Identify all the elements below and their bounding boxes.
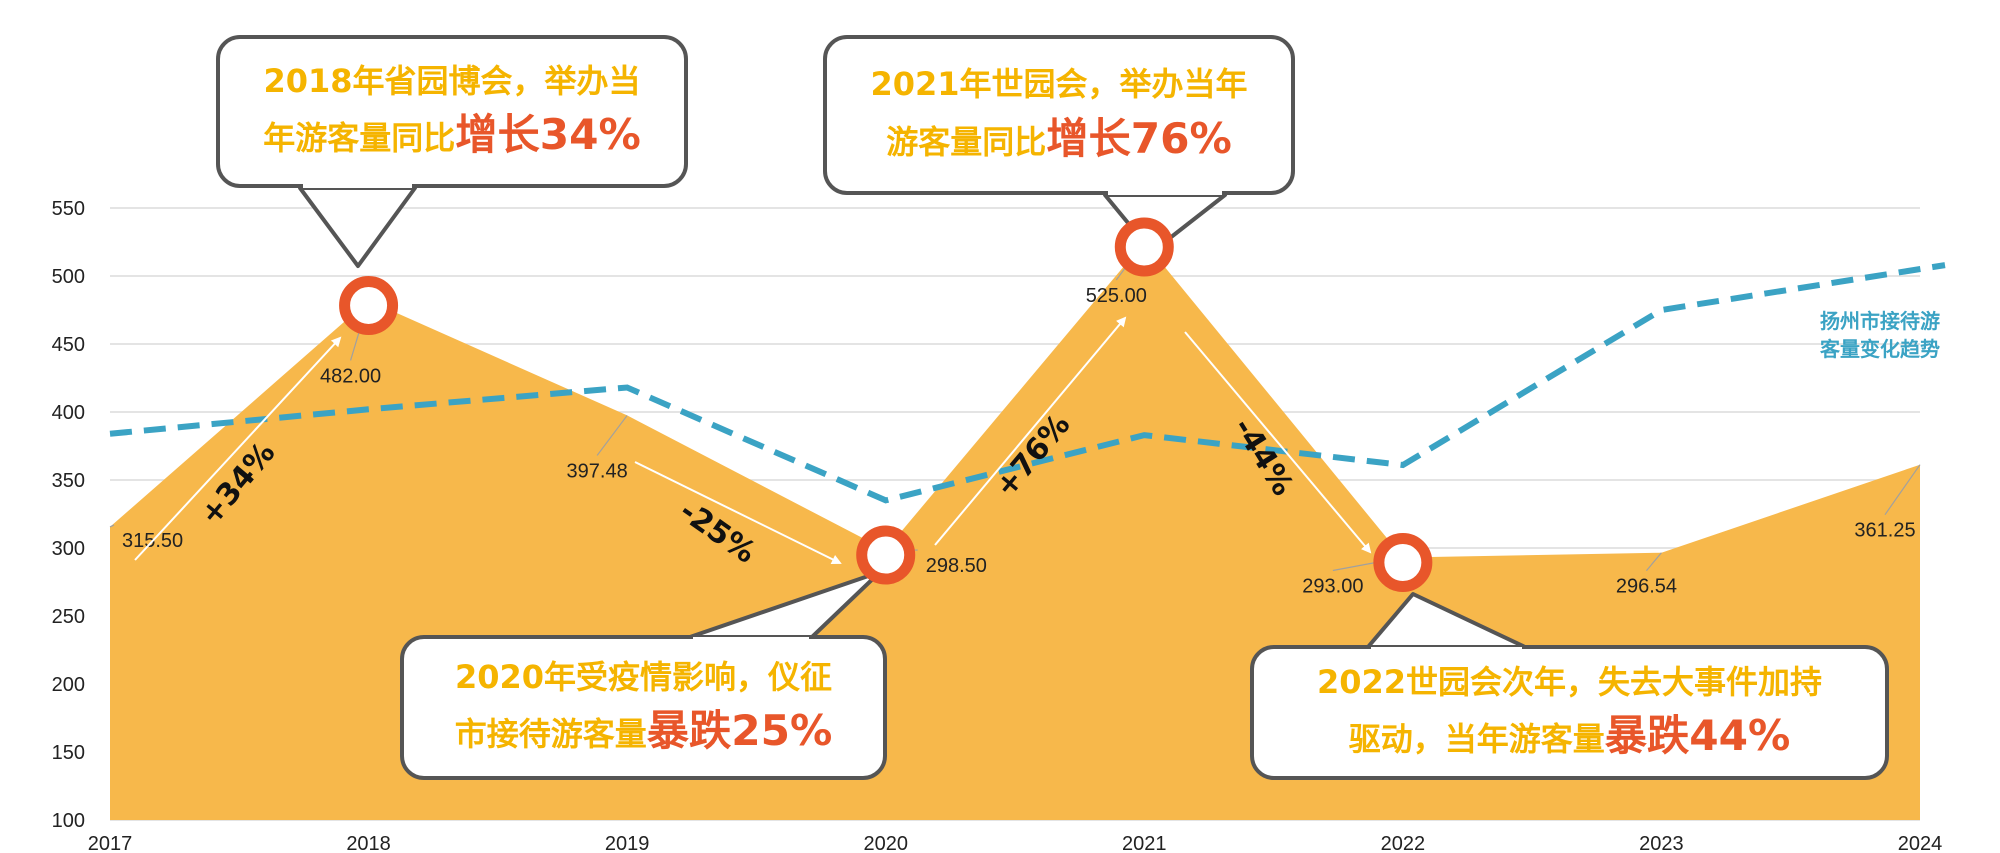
change-arrow-1 (134, 336, 342, 561)
leader-2017 (109, 524, 115, 528)
data-label-2022: 293.00 (1302, 576, 1363, 598)
callout-2021-line2: 游客量同比 (886, 122, 1047, 161)
change-arrow-2 (634, 461, 842, 564)
trend-series-label-line1: 扬州市接待游 (1820, 309, 1940, 333)
marker-2021 (1114, 217, 1174, 277)
leader-2024 (1884, 464, 1921, 516)
data-label-2023: 296.54 (1616, 576, 1677, 598)
callout-2020-line2: 市接待游客量 (454, 715, 647, 754)
callout-2021: 2021年世园会，举办当年 游客量同比增长76% (823, 35, 1295, 195)
x-tick-2023: 2023 (1639, 833, 1684, 853)
change-arrows (134, 316, 1372, 564)
x-tick-2022: 2022 (1381, 833, 1426, 853)
callout-2018-pointer (298, 186, 417, 268)
y-axis-tick-labels: 550 500 450 400 350 300 250 200 150 100 (52, 198, 85, 832)
callout-2021-line1: 2021年世园会，举办当年 (870, 65, 1248, 104)
callout-2020: 2020年受疫情影响，仪征 市接待游客量暴跌25% (400, 635, 887, 780)
trend-series-label-line2: 客量变化趋势 (1819, 337, 1940, 361)
y-tick-400: 400 (52, 402, 85, 424)
data-label-2018: 482.00 (320, 365, 381, 387)
x-tick-2024: 2024 (1898, 833, 1943, 853)
y-tick-250: 250 (52, 606, 85, 628)
callout-2018-line2: 年游客量同比 (263, 119, 456, 158)
data-label-2021: 525.00 (1086, 285, 1147, 307)
y-tick-200: 200 (52, 674, 85, 696)
data-label-2024: 361.25 (1854, 520, 1915, 542)
callout-2022-line2: 驱动，当年游客量 (1348, 720, 1605, 759)
y-tick-450: 450 (52, 334, 85, 356)
callout-2020-emphasis: 暴跌25% (646, 706, 833, 756)
callout-2021-emphasis: 增长76% (1046, 113, 1232, 163)
callout-2018-emphasis: 增长34% (455, 110, 641, 160)
x-tick-2020: 2020 (863, 833, 908, 853)
callout-2018: 2018年省园博会，举办当 年游客量同比增长34% (216, 35, 688, 188)
yangzhou-trend-line (109, 262, 1946, 504)
y-tick-550: 550 (52, 198, 85, 220)
x-tick-2019: 2019 (605, 833, 650, 853)
marker-2018 (339, 275, 399, 335)
y-tick-300: 300 (52, 538, 85, 560)
data-label-2019: 397.48 (567, 460, 628, 482)
leader-2023 (1645, 552, 1662, 572)
callout-2022-line1: 2022世园会次年，失去大事件加持 (1316, 662, 1823, 701)
x-tick-2017: 2017 (88, 833, 133, 853)
data-labels: 315.50482.00397.48298.50525.00293.00296.… (122, 285, 1916, 598)
marker-2022 (1373, 533, 1433, 593)
y-tick-350: 350 (52, 470, 85, 492)
y-tick-150: 150 (52, 742, 85, 764)
y-tick-100: 100 (52, 810, 85, 832)
highlight-markers (339, 217, 1433, 593)
callout-2018-line1: 2018年省园博会，举办当 (263, 61, 641, 100)
change-arrow-4 (1184, 331, 1372, 554)
y-tick-500: 500 (52, 266, 85, 288)
callout-2020-line1: 2020年受疫情影响，仪征 (454, 657, 833, 696)
marker-2020 (856, 525, 916, 585)
x-tick-2021: 2021 (1122, 833, 1167, 853)
x-axis-tick-labels: 2017 2018 2019 2020 2021 2022 2023 2024 (88, 833, 1943, 853)
callout-2022: 2022世园会次年，失去大事件加持 驱动，当年游客量暴跌44% (1250, 645, 1889, 780)
callout-pointers (298, 186, 1527, 649)
callout-2022-emphasis: 暴跌44% (1604, 711, 1791, 761)
x-tick-2018: 2018 (346, 833, 391, 853)
change-arrow-3 (934, 316, 1127, 546)
data-label-2020: 298.50 (926, 555, 987, 577)
leader-2019 (596, 415, 628, 456)
